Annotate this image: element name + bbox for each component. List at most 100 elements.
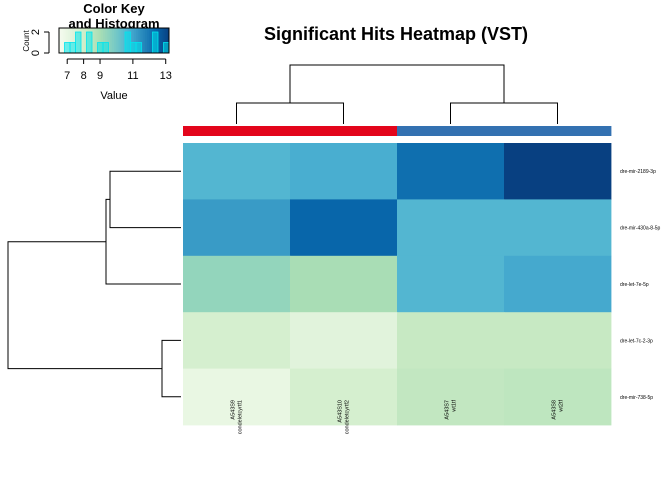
row-labels: dre-mir-2189-3p dre-mir-430a-8-5p dre-let-…: [620, 169, 661, 401]
color-key-xlabel: Value: [100, 90, 127, 102]
color-key-swatch: [60, 28, 64, 53]
color-key-swatch: [165, 28, 168, 53]
row-label: dre-mir-738-5p: [620, 395, 653, 401]
color-key-swatch: [141, 28, 144, 53]
color-key-swatch: [163, 28, 166, 53]
color-key-swatch: [93, 28, 97, 53]
histogram-bar: [135, 42, 142, 54]
heatmap-cell: [183, 312, 291, 369]
color-key-swatch: [139, 28, 142, 53]
color-key-y-tick-label: 0: [30, 50, 42, 56]
color-key-swatch: [95, 28, 98, 53]
heatmap-cell: [504, 255, 612, 313]
color-key-swatch: [81, 28, 84, 53]
heatmap-cell: [183, 368, 291, 426]
heatmap-cell: [183, 143, 291, 200]
heatmap-cell: [290, 143, 398, 200]
histogram-bar: [69, 42, 76, 54]
color-key-swatch: [104, 28, 108, 53]
heatmap-cell: [397, 255, 505, 313]
color-key-swatch: [150, 28, 153, 53]
column-side-color: [504, 126, 612, 136]
dendrogram-branch: [450, 102, 558, 124]
histogram-bar: [86, 31, 93, 54]
column-label-condition: wt2tf: [559, 400, 565, 413]
color-key-tick-label: 13: [160, 70, 172, 82]
color-key-swatch: [62, 28, 65, 53]
column-label-condition: wt1tf: [452, 400, 458, 413]
dendrogram-branch: [105, 198, 181, 285]
heatmap-cell: [504, 312, 612, 369]
color-key-tick-label: 9: [97, 70, 103, 82]
color-key-swatch: [82, 28, 86, 53]
color-key-swatch: [158, 28, 161, 53]
color-key-swatch: [119, 28, 122, 53]
color-key-tick-label: 11: [127, 70, 138, 82]
column-label-sample: A543S8: [552, 400, 558, 420]
color-key-swatch: [147, 28, 150, 53]
heatmap-cell: [290, 368, 398, 426]
histogram-bar: [124, 31, 131, 54]
color-key-histogram: [64, 31, 170, 54]
color-key-swatch: [161, 28, 164, 53]
color-key-swatch: [92, 28, 95, 53]
color-key-swatch: [159, 28, 163, 53]
color-key-swatch: [97, 28, 100, 53]
histogram-bar: [97, 42, 104, 54]
color-key-swatch: [114, 28, 117, 53]
color-key-title: Color Key: [83, 1, 145, 16]
color-key-swatch: [70, 28, 73, 53]
color-key-swatch: [84, 28, 87, 53]
color-key-swatch: [112, 28, 115, 53]
color-key-swatch: [167, 28, 170, 53]
color-key-swatch: [130, 28, 133, 53]
heatmap-cell: [290, 199, 398, 257]
color-key-swatch: [115, 28, 119, 53]
color-key-swatch: [99, 28, 102, 53]
color-key-swatch: [117, 28, 120, 53]
histogram-bar: [163, 42, 170, 54]
color-key-tick-label: 8: [81, 70, 87, 82]
dendrogram-branch: [7, 241, 162, 370]
histogram-bar: [64, 42, 71, 54]
histogram-bar: [152, 31, 159, 54]
heatmap-cell: [397, 143, 505, 200]
color-key-swatch: [106, 28, 109, 53]
row-label: dre-let-7e-5p: [620, 282, 649, 288]
heatmap-cell: [504, 199, 612, 257]
color-key-swatch: [66, 28, 69, 53]
color-key-swatch: [59, 28, 62, 53]
column-side-color: [290, 126, 398, 136]
color-key-swatch: [108, 28, 111, 53]
column-side-colors: [183, 126, 612, 136]
color-key-y-axis: 02: [30, 29, 50, 56]
color-key-swatch: [132, 28, 135, 53]
dendrogram-branch: [161, 339, 181, 398]
color-key-swatch: [73, 28, 76, 53]
column-label-sample: A543S9: [231, 400, 237, 420]
column-label-condition: condeletcyrtf2: [345, 400, 351, 434]
color-key-swatch: [110, 28, 113, 53]
heatmap-cell: [290, 312, 398, 369]
color-key-y-tick-label: 2: [30, 29, 42, 35]
histogram-bar: [130, 42, 137, 54]
dendrogram-branch: [236, 102, 344, 124]
heatmap-cell: [183, 255, 291, 313]
color-key-swatch: [123, 28, 126, 53]
row-dendrogram: [7, 170, 181, 398]
heatmap-cell: [397, 199, 505, 257]
color-key-swatch: [134, 28, 137, 53]
chart-title: Significant Hits Heatmap (VST): [264, 24, 528, 44]
color-key-x-axis: 7 8 9 11 13: [64, 58, 172, 82]
row-label: dre-mir-2189-3p: [620, 169, 656, 175]
color-key-swatch: [148, 28, 152, 53]
color-key-swatch: [68, 28, 71, 53]
column-side-color: [397, 126, 505, 136]
color-key-swatch: [101, 28, 104, 53]
heatmap-cell: [397, 368, 505, 426]
column-label-condition: condeletcyrtf1: [238, 400, 244, 434]
color-key-swatch: [121, 28, 124, 53]
heatmap-cell: [504, 143, 612, 200]
color-key-ylabel: Count: [22, 30, 31, 52]
